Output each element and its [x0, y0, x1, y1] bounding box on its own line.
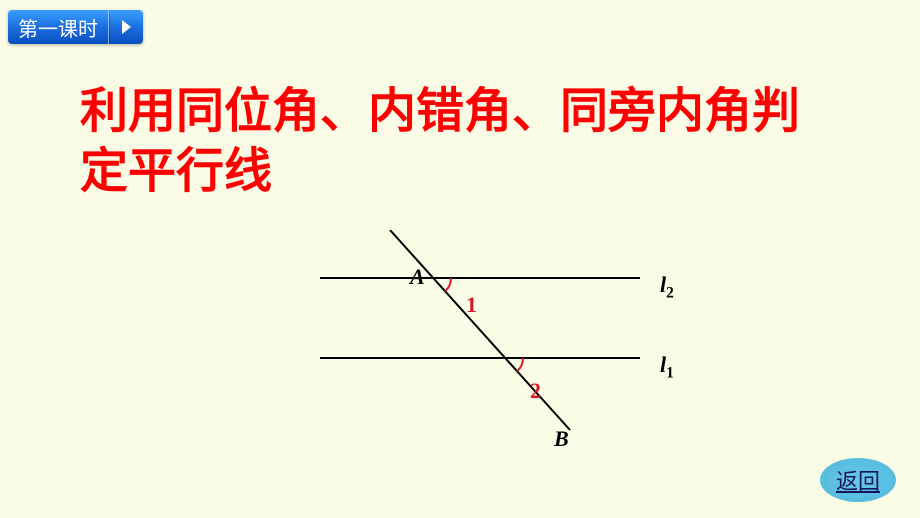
label-B: B: [554, 426, 569, 452]
back-button[interactable]: 返回: [820, 458, 896, 502]
label-one: 1: [466, 292, 477, 318]
label-l1: l1: [660, 352, 674, 382]
chevron-right-icon: [109, 10, 143, 44]
label-two: 2: [530, 378, 541, 404]
angle-arc1: [445, 278, 451, 291]
lesson-button[interactable]: 第一课时: [8, 10, 143, 44]
slide-title: 利用同位角、内错角、同旁内角判定平行线: [80, 82, 840, 202]
slide-canvas: 第一课时 利用同位角、内错角、同旁内角判定平行线 A B 1 2 l2 l1 返回: [0, 0, 920, 518]
lesson-button-label: 第一课时: [8, 10, 109, 44]
line-transversal: [390, 230, 570, 430]
diagram-svg: [270, 230, 710, 460]
back-button-label: 返回: [836, 464, 880, 496]
label-A: A: [410, 264, 425, 290]
geometry-diagram: A B 1 2 l2 l1: [270, 230, 710, 460]
label-l2: l2: [660, 272, 674, 302]
angle-arc2: [517, 358, 523, 371]
